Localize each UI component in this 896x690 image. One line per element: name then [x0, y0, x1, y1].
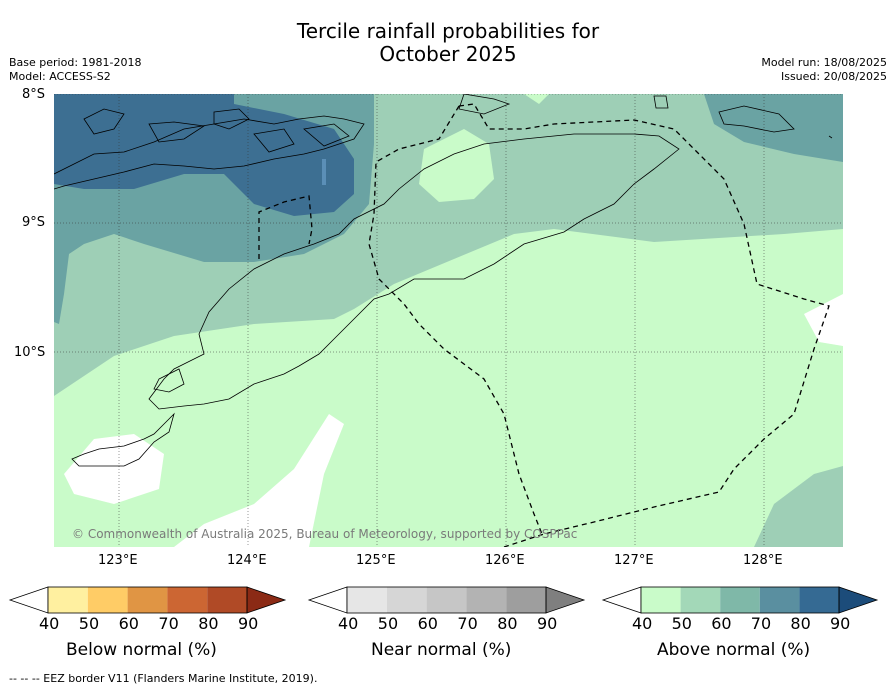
map-title-line2: October 2025 — [379, 42, 517, 66]
lon-label-123e: 123°E — [98, 553, 138, 568]
above-normal-swatch — [799, 587, 839, 613]
colorbar-below-normal — [8, 586, 287, 614]
near-normal-tick-label: 80 — [497, 614, 518, 633]
below-normal-label: Below normal (%) — [66, 640, 217, 660]
colorbar-near-normal — [307, 586, 586, 614]
below-normal-tick-label: 40 — [39, 614, 60, 633]
near-normal-tick-label: 40 — [338, 614, 359, 633]
near-normal-swatch — [506, 587, 546, 613]
lon-label-127e: 127°E — [614, 553, 654, 568]
issued-date: Issued: 20/08/2025 — [780, 70, 887, 83]
base-period: Base period: 1981-2018 — [9, 56, 142, 69]
below-normal-tick-label: 50 — [78, 614, 100, 633]
below-normal-tick-label: 70 — [158, 614, 179, 633]
above-normal-extend-low — [601, 586, 642, 614]
below-normal-tick-label: 60 — [118, 614, 139, 633]
above-normal-tick-label: 60 — [711, 614, 732, 633]
near-normal-tick-label: 60 — [417, 614, 438, 633]
no-data-region-east — [804, 294, 843, 346]
near-normal-tick-label: 50 — [377, 614, 399, 633]
near-normal-swatch — [347, 587, 387, 613]
below-normal-frame — [47, 586, 248, 614]
lat-label-8s: 8°S — [22, 87, 46, 102]
above-normal-tick-label: 90 — [830, 614, 851, 633]
above-normal-tick-label: 70 — [750, 614, 772, 633]
below-normal-tick-label: 80 — [198, 614, 219, 633]
colorbar-above-normal — [601, 586, 879, 614]
graticule — [54, 94, 843, 547]
colorbar-near-normal-ticks: 40 50 60 70 80 90 — [0, 614, 896, 634]
probability-map: © Commonwealth of Australia 2025, Bureau… — [54, 94, 843, 547]
lon-label-125e: 125°E — [356, 553, 396, 568]
near-normal-frame — [346, 586, 547, 614]
near-normal-extend-high — [545, 586, 586, 614]
below-normal-extend-high — [246, 586, 287, 614]
lat-label-9s: 9°S — [22, 215, 46, 230]
below-normal-swatch — [87, 587, 128, 613]
eez-border — [368, 103, 830, 547]
no-data-region-south — [174, 414, 344, 547]
below-normal-extend-low — [8, 586, 49, 614]
lon-label-128e: 128°E — [743, 553, 783, 568]
above-normal-tick-label: 80 — [790, 614, 811, 633]
below-normal-swatch — [167, 587, 208, 613]
above-normal-swatch — [759, 587, 800, 613]
below-normal-swatch — [48, 587, 88, 613]
colorbar-above-normal-ticks: 40 50 60 70 80 90 — [0, 614, 896, 634]
above-normal-70-80-region — [54, 94, 354, 216]
model-run-date: Model run: 18/08/2025 — [761, 56, 887, 69]
near-normal-tick-label: 90 — [537, 614, 558, 633]
map-title-line1: Tercile rainfall probabilities for — [296, 19, 600, 43]
below-normal-tick-label: 90 — [238, 614, 259, 633]
model-name: Model: ACCESS-S2 — [9, 70, 111, 83]
above-normal-tick-label: 50 — [671, 614, 692, 633]
above-normal-label: Above normal (%) — [657, 640, 811, 660]
below-normal-swatch — [207, 587, 247, 613]
above-normal-swatch — [641, 587, 681, 613]
above-normal-swatch — [680, 587, 721, 613]
colorbar-below-normal-ticks: 40 50 60 70 80 90 — [0, 614, 896, 634]
near-normal-swatch — [426, 587, 467, 613]
lon-label-126e: 126°E — [485, 553, 525, 568]
above-normal-tick-label: 40 — [632, 614, 653, 633]
above-normal-extend-high — [838, 586, 879, 614]
near-normal-swatch — [466, 587, 507, 613]
below-normal-swatch — [127, 587, 168, 613]
near-normal-extend-low — [307, 586, 348, 614]
no-data-region-southwest — [64, 434, 164, 504]
above-normal-50-60-region-se — [754, 466, 843, 547]
water-body-marker — [322, 159, 326, 185]
lon-label-124e: 124°E — [227, 553, 267, 568]
eez-footnote: -- -- -- EEZ border V11 (Flanders Marine… — [9, 672, 318, 685]
near-normal-swatch — [386, 587, 427, 613]
lat-label-10s: 10°S — [14, 345, 46, 360]
colorbars — [8, 586, 879, 614]
near-normal-tick-label: 70 — [457, 614, 478, 633]
copyright-text: © Commonwealth of Australia 2025, Bureau… — [72, 527, 577, 541]
above-normal-frame — [640, 586, 840, 614]
above-normal-swatch — [720, 587, 760, 613]
near-normal-label: Near normal (%) — [371, 640, 512, 660]
above-normal-60-70-region-ne — [704, 94, 843, 162]
coastlines — [54, 94, 833, 467]
